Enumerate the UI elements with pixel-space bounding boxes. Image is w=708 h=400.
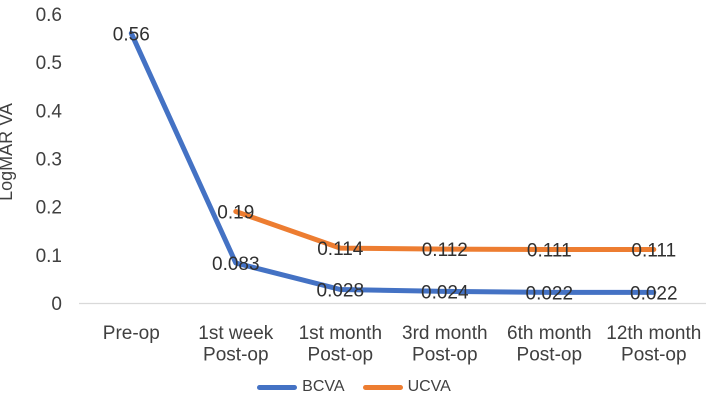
y-axis-title: LogMAR VA	[0, 103, 16, 201]
data-point-label-bcva: 0.022	[526, 283, 574, 304]
data-point-label-ucva: 0.112	[422, 240, 468, 261]
x-category-label: Post-op	[517, 345, 582, 366]
data-point-label-bcva: 0.028	[317, 281, 365, 302]
x-category-label: 1st week	[198, 323, 273, 344]
y-tick-label: 0.5	[36, 53, 62, 74]
chart-legend: BCVA UCVA	[0, 375, 708, 399]
chart-canvas: LogMAR VA 0 0.1 0.2 0.3 0.4 0.5 0.6 Pre-op 1st w…	[0, 5, 706, 366]
x-category-label: Post-op	[412, 345, 477, 366]
legend-swatch-bcva-icon	[257, 384, 298, 390]
series-line-ucva	[233, 209, 657, 252]
legend-item-ucva: UCVA	[362, 378, 451, 396]
x-category-label: Post-op	[203, 345, 268, 366]
y-tick-label: 0	[51, 294, 62, 315]
y-tick-label: 0.6	[36, 5, 62, 26]
x-category-label: 6th month	[507, 323, 592, 344]
data-point-label-ucva: 0.111	[527, 241, 572, 262]
data-point-label-bcva: 0.024	[421, 282, 469, 303]
legend-label-bcva: BCVA	[302, 378, 345, 395]
x-category-label: 1st month	[299, 323, 382, 344]
data-point-label-ucva: 0.111	[631, 241, 676, 262]
x-category-label: 3rd month	[402, 323, 488, 344]
x-category-label: Pre-op	[103, 323, 160, 344]
data-point-label-ucva: 0.19	[217, 203, 254, 224]
legend-swatch-ucva-icon	[362, 384, 403, 390]
y-tick-label: 0.2	[36, 198, 62, 219]
x-category-label: Post-op	[308, 345, 373, 366]
data-point-label-bcva: 0.083	[212, 254, 260, 275]
y-tick-label: 0.3	[36, 150, 62, 171]
data-point-label-ucva: 0.114	[317, 239, 364, 260]
legend-label-ucva: UCVA	[407, 378, 451, 395]
x-category-label: Post-op	[621, 345, 686, 366]
data-point-label-bcva: 0.022	[630, 283, 678, 304]
legend-item-bcva: BCVA	[257, 378, 345, 396]
x-category-label: 12th month	[606, 323, 701, 344]
y-tick-label: 0.4	[36, 101, 63, 122]
y-tick-label: 0.1	[36, 246, 62, 267]
series-line-bcva	[128, 30, 657, 295]
data-point-label-bcva: 0.56	[113, 24, 150, 45]
